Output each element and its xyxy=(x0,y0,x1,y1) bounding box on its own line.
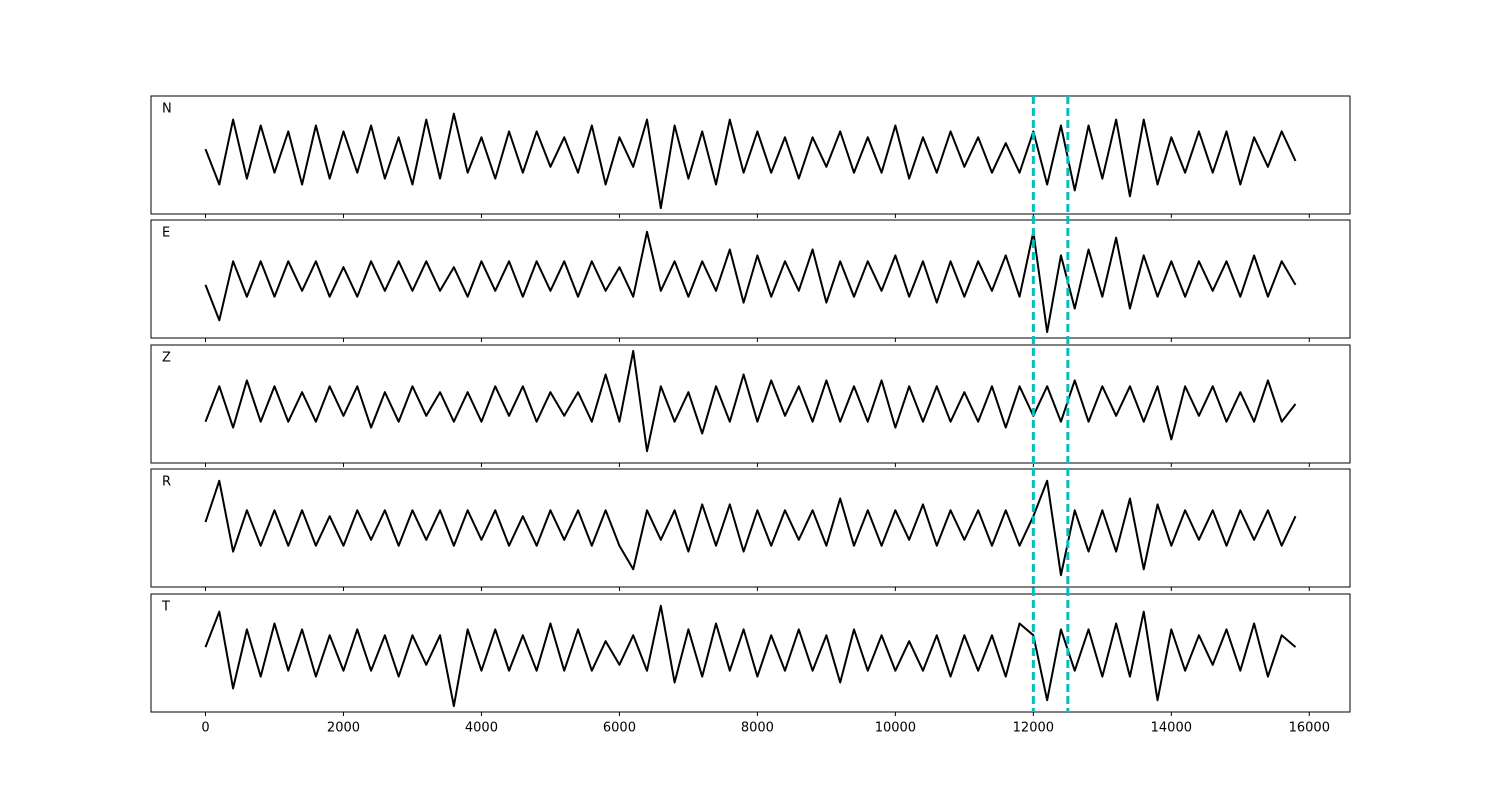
panel-label: Z xyxy=(162,351,171,366)
x-tick-label: 8000 xyxy=(741,721,774,736)
x-tick-label: 6000 xyxy=(603,721,636,736)
x-tick-label: 0 xyxy=(201,721,209,736)
panel-label: R xyxy=(162,475,171,490)
panel-label: T xyxy=(161,600,170,615)
trace xyxy=(204,604,1297,708)
x-tick-label: 16000 xyxy=(1289,721,1330,736)
trace xyxy=(204,230,1297,334)
x-tick-label: 14000 xyxy=(1151,721,1192,736)
x-tick-label: 10000 xyxy=(875,721,916,736)
x-tick-label: 12000 xyxy=(1013,721,1054,736)
axes-frame xyxy=(150,344,1351,464)
x-tick-label: 2000 xyxy=(327,721,360,736)
panel-label: N xyxy=(162,102,172,117)
x-tick-label: 4000 xyxy=(465,721,498,736)
panel-label: E xyxy=(162,226,170,241)
trace xyxy=(204,112,1297,210)
trace xyxy=(204,479,1297,577)
trace xyxy=(204,349,1297,453)
